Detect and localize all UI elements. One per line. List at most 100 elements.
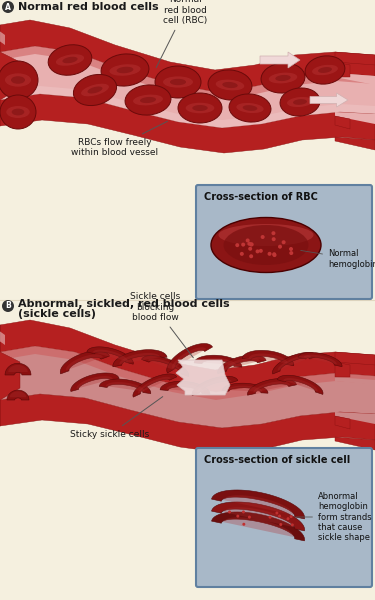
Polygon shape	[335, 412, 375, 424]
Ellipse shape	[318, 67, 332, 73]
Polygon shape	[172, 347, 206, 368]
Circle shape	[2, 1, 14, 13]
Polygon shape	[224, 358, 260, 371]
Polygon shape	[249, 353, 288, 364]
Circle shape	[241, 242, 245, 247]
Ellipse shape	[48, 45, 92, 75]
Polygon shape	[87, 347, 133, 364]
Polygon shape	[298, 352, 342, 367]
Polygon shape	[200, 358, 236, 365]
Ellipse shape	[287, 97, 313, 107]
Ellipse shape	[0, 95, 36, 129]
Polygon shape	[0, 320, 20, 432]
Circle shape	[259, 249, 263, 253]
Text: Normal
red blood
cell (RBC): Normal red blood cell (RBC)	[156, 0, 207, 68]
Circle shape	[286, 517, 290, 520]
Ellipse shape	[192, 105, 208, 111]
Polygon shape	[160, 382, 210, 394]
Polygon shape	[335, 352, 375, 365]
Polygon shape	[0, 94, 375, 153]
Circle shape	[273, 253, 276, 257]
Polygon shape	[224, 507, 293, 527]
Circle shape	[242, 511, 245, 514]
Circle shape	[248, 242, 251, 246]
Circle shape	[242, 523, 245, 526]
Ellipse shape	[211, 217, 321, 272]
Ellipse shape	[269, 73, 297, 83]
Text: B: B	[5, 301, 11, 311]
Text: A: A	[5, 2, 11, 11]
Text: Cross-section of RBC: Cross-section of RBC	[204, 192, 318, 202]
Polygon shape	[141, 356, 189, 377]
Ellipse shape	[280, 88, 320, 116]
Circle shape	[268, 515, 272, 518]
Circle shape	[249, 254, 253, 258]
Polygon shape	[166, 385, 204, 392]
Circle shape	[267, 252, 272, 256]
Circle shape	[255, 250, 260, 253]
Polygon shape	[197, 379, 232, 392]
Ellipse shape	[125, 85, 171, 115]
Text: Normal
hemoglobin: Normal hemoglobin	[301, 250, 375, 269]
Ellipse shape	[208, 70, 252, 100]
Polygon shape	[8, 365, 28, 372]
Ellipse shape	[74, 74, 117, 106]
Circle shape	[235, 243, 239, 247]
Circle shape	[272, 252, 276, 256]
Circle shape	[289, 251, 293, 255]
FancyBboxPatch shape	[196, 448, 372, 587]
Polygon shape	[218, 355, 266, 373]
Polygon shape	[0, 352, 20, 400]
Polygon shape	[76, 376, 113, 389]
Polygon shape	[335, 137, 375, 150]
Text: Abnormal, sickled, red blood cells: Abnormal, sickled, red blood cells	[18, 299, 229, 309]
Circle shape	[278, 245, 282, 248]
Circle shape	[228, 511, 231, 514]
Text: (sickle cells): (sickle cells)	[18, 309, 96, 319]
Polygon shape	[66, 355, 103, 370]
Polygon shape	[0, 46, 375, 100]
Polygon shape	[211, 512, 304, 541]
Polygon shape	[335, 52, 375, 65]
Circle shape	[246, 238, 250, 242]
Polygon shape	[106, 382, 144, 392]
Ellipse shape	[178, 93, 222, 123]
Ellipse shape	[243, 105, 257, 111]
Polygon shape	[283, 378, 318, 391]
Ellipse shape	[219, 224, 314, 246]
Ellipse shape	[312, 65, 338, 75]
Polygon shape	[5, 364, 31, 375]
Polygon shape	[228, 386, 262, 392]
Polygon shape	[10, 391, 26, 397]
Ellipse shape	[5, 73, 31, 86]
Ellipse shape	[6, 106, 30, 118]
Polygon shape	[0, 30, 5, 45]
Circle shape	[261, 235, 265, 239]
Ellipse shape	[117, 67, 134, 73]
Ellipse shape	[110, 64, 141, 76]
Polygon shape	[0, 20, 375, 92]
Circle shape	[248, 247, 252, 251]
Polygon shape	[0, 320, 375, 392]
Ellipse shape	[186, 103, 214, 113]
Polygon shape	[93, 350, 128, 361]
Polygon shape	[224, 495, 293, 515]
Polygon shape	[335, 362, 350, 377]
Polygon shape	[224, 517, 293, 537]
Polygon shape	[335, 73, 375, 85]
Polygon shape	[176, 360, 230, 395]
Ellipse shape	[275, 75, 291, 81]
Polygon shape	[99, 379, 151, 394]
Circle shape	[2, 300, 14, 312]
Polygon shape	[335, 62, 350, 77]
Polygon shape	[194, 355, 242, 367]
Polygon shape	[254, 382, 290, 393]
Polygon shape	[0, 330, 5, 345]
Text: Cross-section of sickle cell: Cross-section of sickle cell	[204, 455, 350, 465]
Polygon shape	[211, 490, 304, 519]
Circle shape	[250, 242, 254, 247]
Polygon shape	[277, 375, 323, 394]
Polygon shape	[0, 46, 375, 128]
Polygon shape	[242, 350, 294, 365]
Ellipse shape	[163, 76, 193, 88]
